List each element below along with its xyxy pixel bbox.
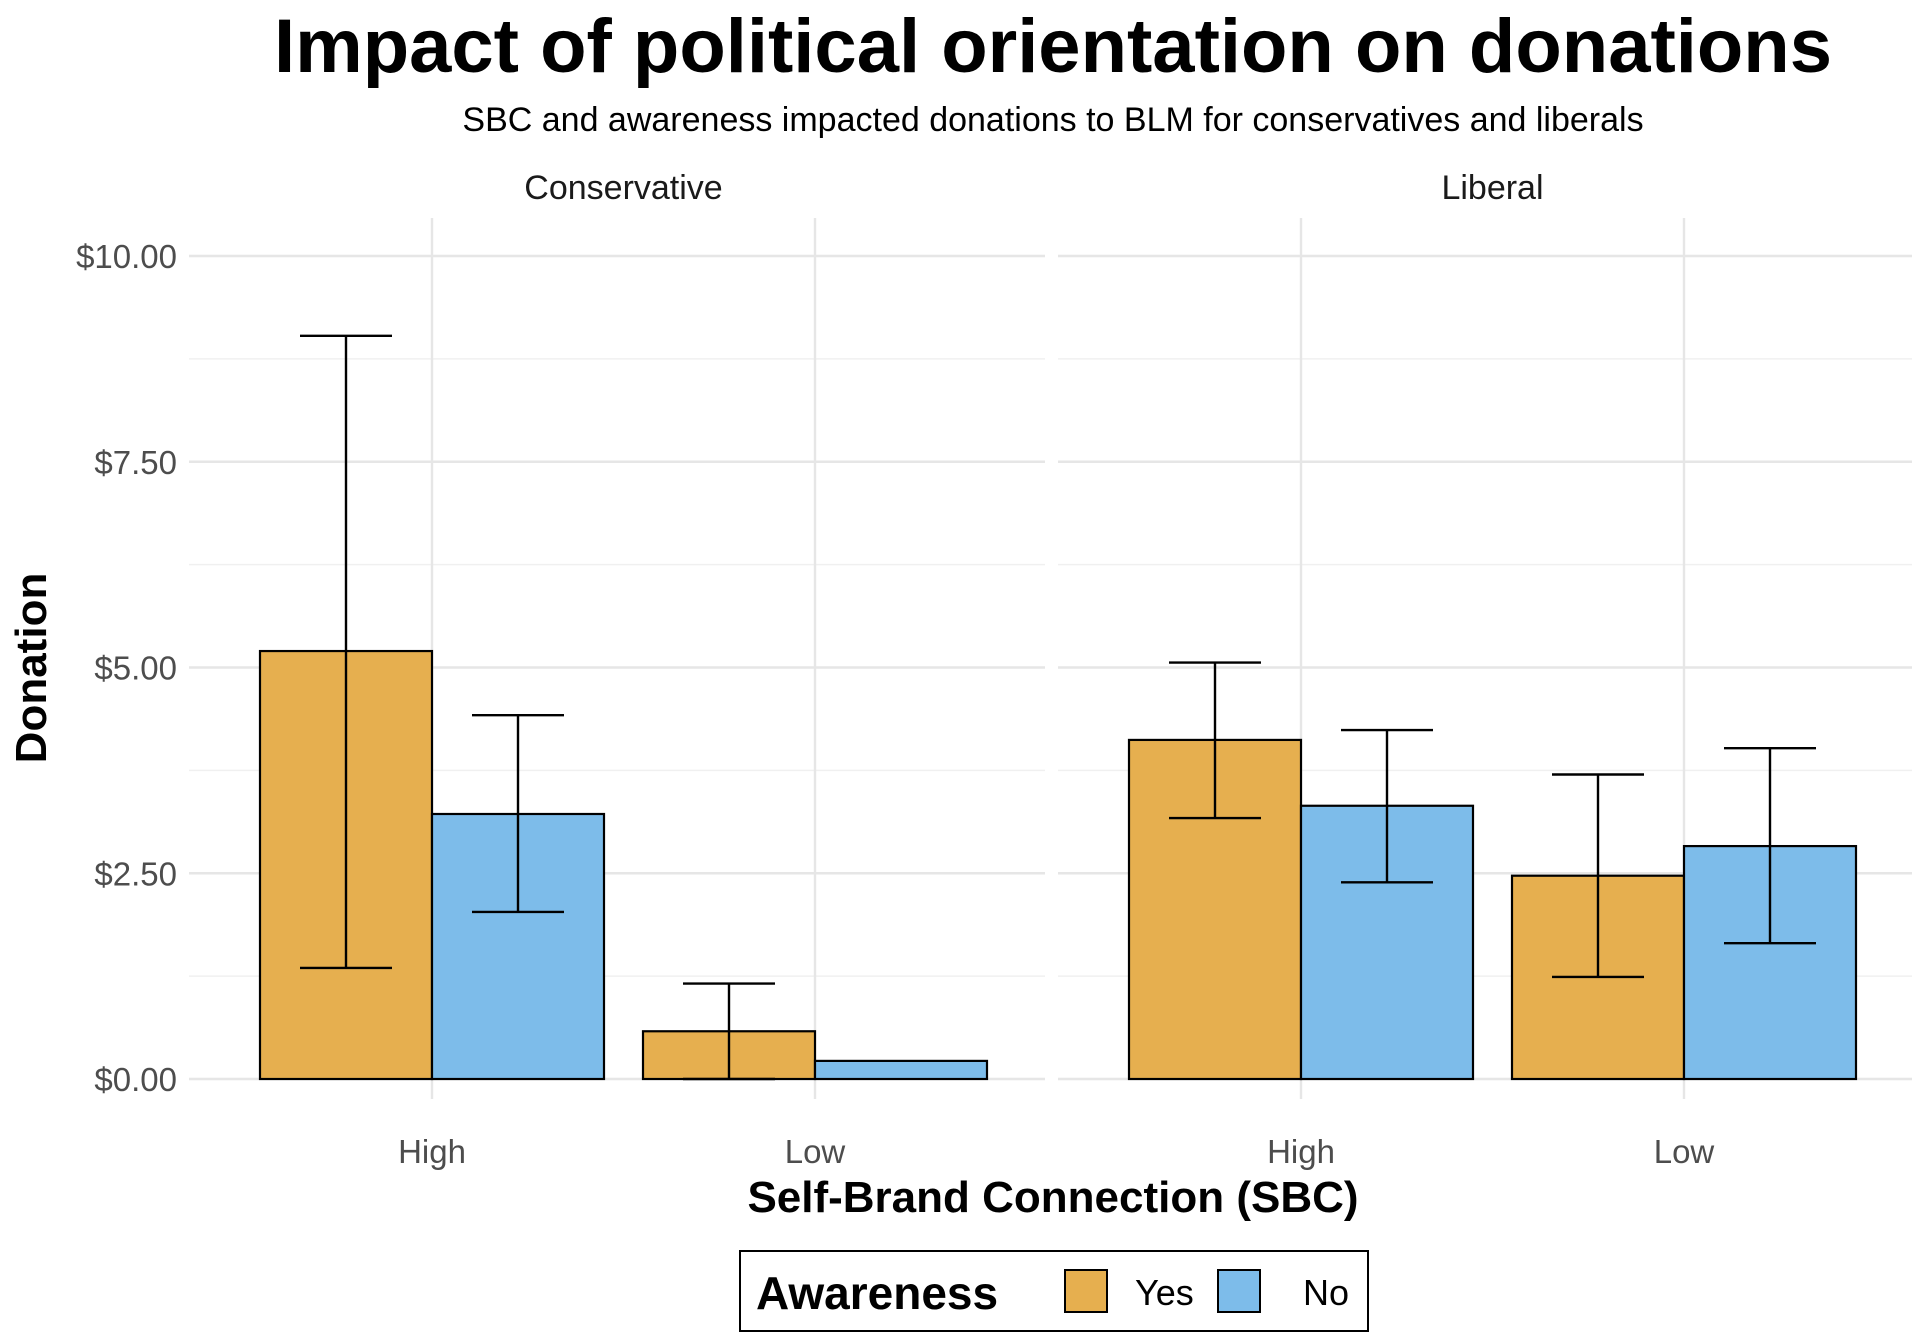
legend-label-yes: Yes [1135, 1272, 1194, 1313]
legend: Awareness Yes No [739, 1250, 1369, 1332]
legend-title: Awareness [756, 1267, 998, 1319]
legend-box [739, 1250, 1369, 1332]
bar [813, 1059, 989, 1081]
y-tick-label: $2.50 [94, 855, 177, 892]
y-tick-label: $5.00 [94, 650, 177, 687]
x-tick-label: Low [785, 1133, 846, 1170]
x-tick-label: High [1267, 1133, 1335, 1170]
chart-subtitle: SBC and awareness impacted donations to … [462, 101, 1643, 139]
x-axis-title: Self-Brand Connection (SBC) [747, 1173, 1358, 1222]
plot-panels: $0.00 $2.50 $5.00 $7.50 $10.00 High Low Conserv… [76, 169, 1912, 1170]
facet-label: Conservative [524, 169, 722, 207]
x-tick-label: High [398, 1133, 466, 1170]
legend-swatch-no [1217, 1269, 1261, 1313]
y-tick-label: $7.50 [94, 444, 177, 481]
y-axis-title: Donation [7, 573, 56, 764]
legend-swatch-yes [1064, 1269, 1108, 1313]
y-tick-label: $10.00 [76, 238, 177, 275]
x-tick-label: Low [1654, 1133, 1715, 1170]
legend-label-no: No [1303, 1272, 1349, 1313]
y-tick-label: $0.00 [94, 1061, 177, 1098]
facet-label: Liberal [1441, 169, 1543, 207]
chart-title: Impact of political orientation on donat… [274, 4, 1832, 89]
